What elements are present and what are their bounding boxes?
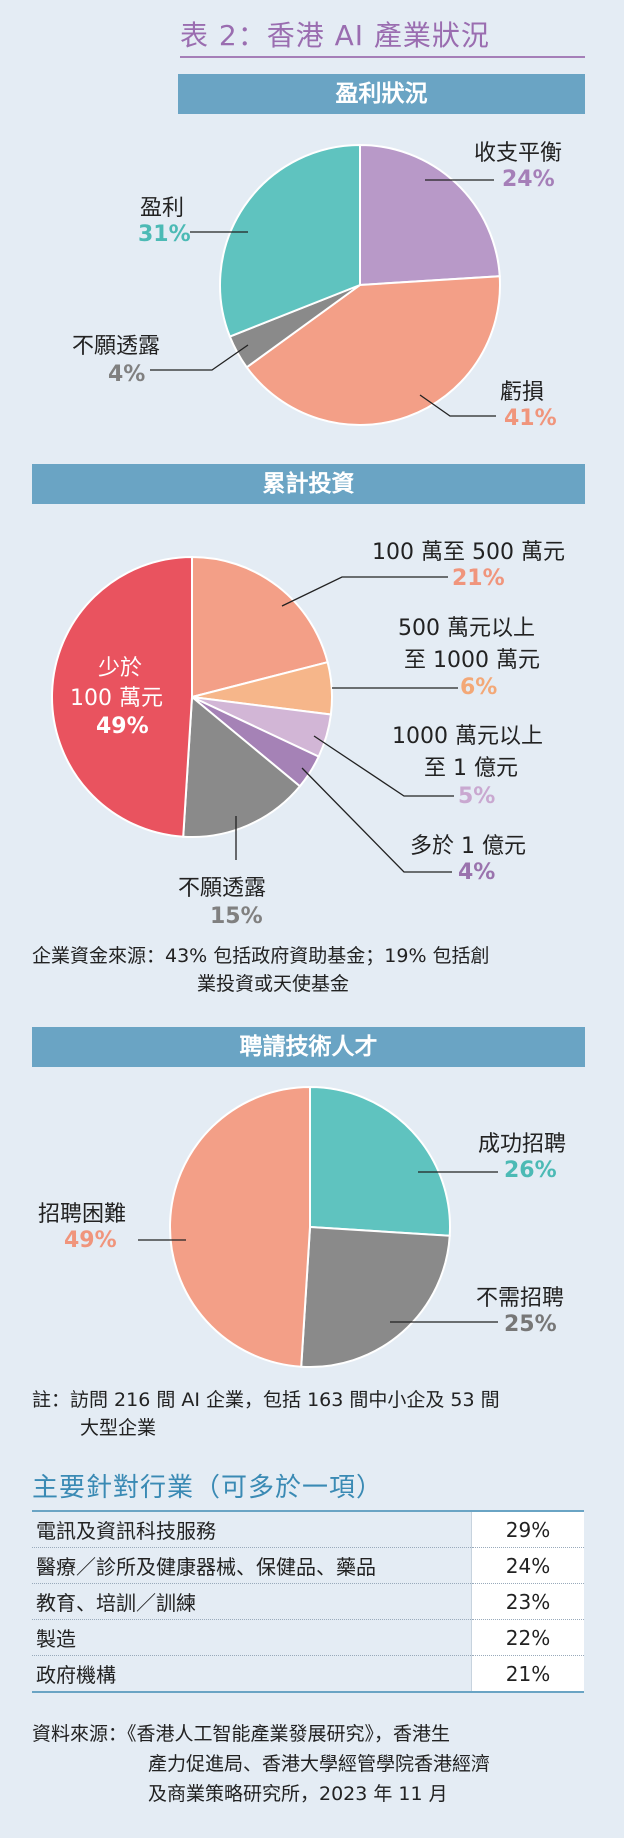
- industry-name: 教育、培訓／訓練: [32, 1583, 472, 1620]
- label-hard-to-hire: 招聘困難: [38, 1202, 127, 1227]
- table-row: 電訊及資訊科技服務 29%: [32, 1512, 584, 1548]
- survey-note-line1: 註：訪問 216 間 AI 企業，包括 163 間中小企及 53 間: [32, 1389, 500, 1411]
- pie-slice: [51, 555, 193, 838]
- survey-note-line2: 大型企業: [80, 1417, 157, 1439]
- industry-value: 21%: [471, 1655, 584, 1693]
- table-row: 醫療／診所及健康器械、保健品、藥品 24%: [32, 1547, 584, 1584]
- chart-title-profit: 盈利狀況: [178, 74, 585, 114]
- leader-line: [419, 394, 496, 417]
- industry-name: 電訊及資訊科技服務: [32, 1512, 472, 1548]
- chart-title-investment: 累計投資: [32, 464, 585, 504]
- pie-slice: [219, 143, 361, 338]
- source-line3: 及商業策略研究所，2023 年 11 月: [148, 1783, 448, 1805]
- label-inv-under-100-b: 100 萬元: [70, 686, 163, 711]
- value-profit: 31%: [138, 222, 191, 247]
- value-inv-500-1000: 6%: [460, 675, 498, 700]
- label-no-need: 不需招聘: [476, 1286, 565, 1311]
- industries-heading: 主要針對行業（可多於一項）: [32, 1470, 584, 1512]
- pie-chart-investment: [51, 555, 458, 873]
- label-inv-under-100-a: 少於: [98, 656, 143, 681]
- industry-name: 政府機構: [32, 1655, 472, 1693]
- label-undisclosed-2: 不願透露: [178, 876, 267, 901]
- industries-table: 電訊及資訊科技服務 29% 醫療／診所及健康器械、保健品、藥品 24% 教育、培…: [32, 1512, 584, 1693]
- leader-line: [281, 576, 448, 607]
- industry-value: 22%: [471, 1619, 584, 1656]
- value-undisclosed-1: 4%: [108, 362, 146, 387]
- pie-slice: [169, 1085, 311, 1368]
- value-inv-over-1yi: 4%: [458, 860, 496, 885]
- value-breakeven: 24%: [502, 167, 555, 192]
- funding-note-line1: 企業資金來源：43% 包括政府資助基金；19% 包括創: [32, 945, 490, 967]
- label-inv-100-500: 100 萬至 500 萬元: [372, 540, 565, 565]
- value-inv-1000-1yi: 5%: [458, 784, 496, 809]
- source-line1: 資料來源：《香港人工智能產業發展研究》，香港生: [32, 1723, 451, 1745]
- industry-value: 24%: [471, 1547, 584, 1584]
- industry-name: 醫療／診所及健康器械、保健品、藥品: [32, 1547, 472, 1584]
- page-title: 表 2：香港 AI 產業狀況: [180, 18, 585, 58]
- label-inv-500-1000-a: 500 萬元以上: [398, 616, 535, 641]
- value-no-need: 25%: [504, 1312, 557, 1337]
- pie-slice: [359, 143, 501, 287]
- value-hired: 26%: [504, 1158, 557, 1183]
- label-inv-1000-1yi-b: 至 1 億元: [424, 756, 518, 781]
- label-inv-1000-1yi-a: 1000 萬元以上: [392, 724, 543, 749]
- table-row: 政府機構 21%: [32, 1655, 584, 1693]
- pie-chart-profit: [150, 143, 501, 426]
- chart-title-talent: 聘請技術人才: [32, 1027, 585, 1067]
- label-inv-over-1yi: 多於 1 億元: [410, 834, 526, 859]
- value-hard-to-hire: 49%: [64, 1228, 117, 1253]
- label-breakeven: 收支平衡: [474, 141, 563, 166]
- industry-value: 23%: [471, 1583, 584, 1620]
- label-loss: 虧損: [500, 380, 545, 405]
- industry-name: 製造: [32, 1619, 472, 1656]
- leader-line: [313, 735, 454, 797]
- table-row: 製造 22%: [32, 1619, 584, 1656]
- value-inv-under-100: 49%: [96, 714, 149, 739]
- leader-line: [150, 344, 249, 371]
- pie-slice: [300, 1225, 451, 1368]
- pie-slice: [245, 275, 501, 426]
- pie-slice: [191, 555, 329, 699]
- funding-note-line2: 業投資或天使基金: [197, 973, 350, 995]
- source-line2: 產力促進局、香港大學經管學院香港經濟: [148, 1753, 491, 1775]
- pie-slice: [309, 1085, 451, 1237]
- leader-line: [301, 767, 452, 873]
- label-profit: 盈利: [140, 196, 185, 221]
- label-inv-500-1000-b: 至 1000 萬元: [404, 648, 540, 673]
- pie-slice: [182, 694, 302, 838]
- pie-chart-talent: [138, 1085, 498, 1368]
- table-row: 教育、培訓／訓練 23%: [32, 1583, 584, 1620]
- industry-value: 29%: [471, 1512, 584, 1548]
- value-inv-100-500: 21%: [452, 566, 505, 591]
- value-undisclosed-2: 15%: [210, 904, 263, 929]
- value-loss: 41%: [504, 406, 557, 431]
- label-undisclosed-1: 不願透露: [72, 334, 161, 359]
- label-hired: 成功招聘: [478, 1132, 567, 1157]
